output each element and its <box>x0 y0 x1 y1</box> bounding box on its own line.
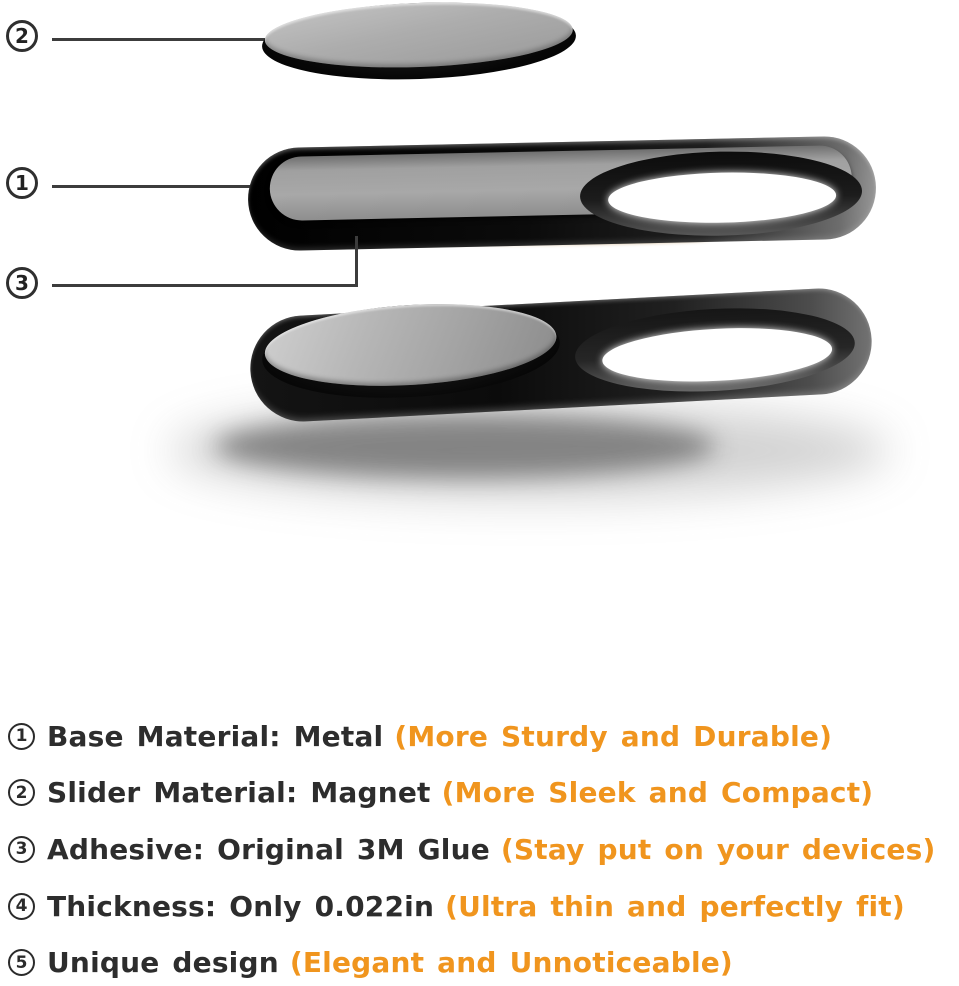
feature-2-highlight: (More Sleek and Compact) <box>441 776 874 810</box>
feature-3-highlight: (Stay put on your devices) <box>500 832 936 866</box>
feature-4-number-icon: 4 <box>8 892 35 920</box>
feature-1-highlight: (More Sturdy and Durable) <box>394 719 833 753</box>
callout-2-leader-line <box>52 38 265 41</box>
assembled-slider-surface <box>262 296 559 394</box>
feature-item-design: 5 Unique design (Elegant and Unnoticeabl… <box>8 934 956 986</box>
assembled-cover-shadow <box>215 414 715 478</box>
base-tray-icon <box>246 135 878 252</box>
feature-2-label: Slider Material: Magnet <box>47 776 431 810</box>
feature-5-number-icon: 5 <box>8 949 35 977</box>
callout-3-number: 3 <box>6 267 38 299</box>
assembled-slider-disc <box>259 295 563 407</box>
feature-1-label: Base Material: Metal <box>47 719 384 753</box>
callout-3-leader-line-vertical <box>355 236 358 287</box>
callout-2-number: 2 <box>6 20 38 52</box>
feature-item-base-material: 1 Base Material: Metal (More Sturdy and … <box>8 708 956 765</box>
feature-list: 1 Base Material: Metal (More Sturdy and … <box>8 708 956 986</box>
feature-3-number-icon: 3 <box>8 835 35 863</box>
feature-3-label: Adhesive: Original 3M Glue <box>47 832 490 866</box>
feature-item-adhesive: 3 Adhesive: Original 3M Glue (Stay put o… <box>8 821 956 878</box>
feature-item-thickness: 4 Thickness: Only 0.022in (Ultra thin an… <box>8 878 956 935</box>
feature-5-label: Unique design <box>47 946 279 980</box>
callout-3-leader-line-horizontal <box>52 284 358 287</box>
feature-5-highlight: (Elegant and Unnoticeable) <box>289 946 733 980</box>
feature-2-number-icon: 2 <box>8 779 35 807</box>
feature-item-slider-material: 2 Slider Material: Magnet (More Sleek an… <box>8 765 956 822</box>
feature-4-label: Thickness: Only 0.022in <box>47 889 435 923</box>
slider-disc-icon <box>260 0 578 85</box>
feature-4-highlight: (Ultra thin and perfectly fit) <box>445 889 905 923</box>
callout-1-number: 1 <box>6 167 38 199</box>
feature-1-number-icon: 1 <box>8 722 35 750</box>
callout-1-leader-line <box>52 185 250 188</box>
